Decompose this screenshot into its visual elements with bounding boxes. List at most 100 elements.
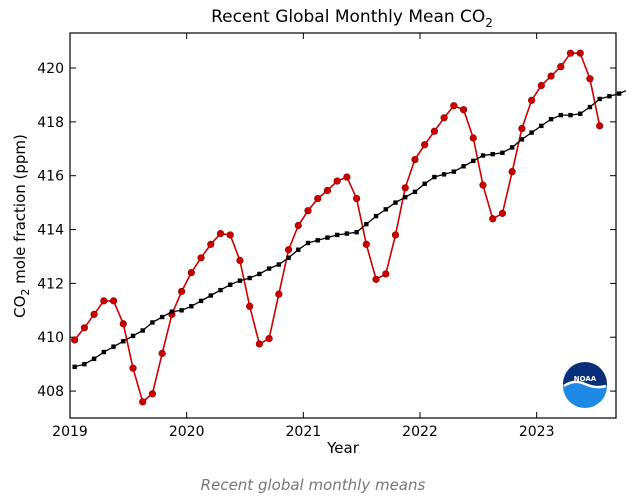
noaa-logo-text: NOAA: [574, 375, 597, 383]
data-point: [372, 275, 380, 283]
data-point: [91, 356, 97, 361]
y-tick-label: 412: [37, 276, 64, 292]
series-line: [74, 89, 626, 368]
data-point: [566, 49, 575, 57]
data-point: [257, 271, 262, 277]
chart-title: Recent Global Monthly Mean CO2: [211, 7, 493, 30]
data-point: [364, 221, 369, 227]
data-point: [391, 231, 400, 239]
data-point: [382, 270, 390, 278]
data-point: [548, 116, 554, 122]
data-point: [315, 238, 320, 243]
data-point: [539, 123, 544, 129]
y-tick-label: 418: [37, 115, 64, 131]
data-point: [440, 114, 448, 122]
data-point: [353, 194, 361, 203]
data-point: [228, 282, 233, 287]
series-layer: [71, 49, 626, 406]
data-point: [450, 102, 458, 110]
data-point: [343, 173, 351, 181]
data-point: [148, 390, 157, 398]
data-point: [187, 269, 195, 277]
data-point: [246, 302, 254, 310]
co2-chart: Recent Global Monthly Mean CO2 408 410 412…: [11, 7, 626, 457]
data-point: [422, 181, 427, 186]
figure-caption: Recent global monthly means: [200, 476, 426, 494]
x-axis-title: Year: [326, 439, 360, 457]
data-point: [537, 81, 545, 90]
data-point: [325, 235, 330, 240]
data-point: [265, 334, 273, 343]
data-point: [498, 209, 507, 217]
data-point: [198, 298, 204, 304]
plot-frame: [69, 32, 617, 419]
data-point: [354, 230, 359, 235]
data-point: [412, 189, 418, 195]
data-point: [296, 247, 301, 252]
data-point: [129, 364, 137, 372]
data-point: [218, 287, 223, 293]
data-point: [216, 229, 225, 238]
data-point: [284, 246, 293, 254]
data-point: [294, 221, 302, 230]
data-point: [451, 169, 457, 174]
data-point: [500, 150, 505, 156]
data-point: [189, 304, 194, 309]
data-point: [158, 349, 166, 357]
data-point: [169, 309, 175, 314]
data-point: [461, 164, 466, 169]
data-point: [305, 240, 311, 246]
data-point: [373, 213, 379, 219]
data-point: [586, 75, 594, 83]
x-tick-label: 2020: [169, 424, 205, 440]
data-point: [150, 320, 155, 325]
x-tick-label: 2023: [519, 424, 555, 440]
data-point: [432, 174, 437, 180]
data-point: [587, 104, 593, 110]
data-point: [71, 336, 79, 344]
y-tick-label: 408: [37, 384, 64, 400]
data-point: [109, 297, 118, 305]
data-point: [90, 310, 98, 318]
data-point: [119, 320, 127, 328]
data-point: [80, 324, 88, 332]
data-point: [197, 254, 205, 262]
y-tick-label: 416: [37, 169, 64, 185]
data-point: [597, 96, 602, 102]
data-point: [82, 361, 87, 367]
series-1: [72, 89, 626, 370]
data-point: [519, 137, 525, 142]
data-point: [101, 349, 107, 355]
data-point: [100, 297, 108, 305]
data-point: [139, 398, 147, 406]
y-axis: 408 410 412 414 416 418 420: [37, 61, 616, 400]
y-tick-label: 414: [37, 223, 64, 239]
y-tick-label: 420: [37, 61, 64, 77]
data-point: [490, 151, 495, 157]
x-tick-label: 2022: [402, 424, 438, 440]
data-point: [266, 266, 272, 271]
data-point: [557, 63, 565, 71]
data-point: [509, 145, 515, 150]
data-point: [430, 127, 438, 135]
data-point: [459, 106, 468, 114]
data-point: [121, 339, 126, 344]
y-tick-label: 410: [37, 330, 64, 346]
data-point: [178, 287, 186, 296]
data-point: [401, 184, 409, 192]
data-point: [275, 290, 283, 298]
data-point: [528, 96, 536, 104]
data-point: [255, 340, 263, 348]
data-point: [207, 240, 215, 248]
x-tick-label: 2019: [52, 424, 88, 440]
data-point: [208, 293, 213, 298]
data-point: [518, 124, 526, 133]
data-point: [529, 130, 534, 135]
data-point: [607, 94, 612, 99]
data-point: [596, 122, 604, 130]
data-point: [508, 168, 516, 176]
data-point: [393, 200, 398, 205]
data-point: [111, 344, 116, 349]
data-point: [403, 195, 408, 200]
series-0: [71, 49, 604, 406]
